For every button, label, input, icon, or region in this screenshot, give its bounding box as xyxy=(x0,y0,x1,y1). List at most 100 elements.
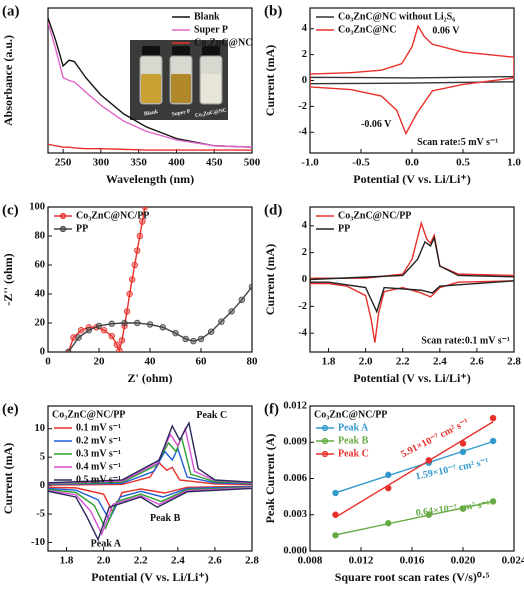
x-tick-label: 0.008 xyxy=(298,555,323,567)
x-tick-label: 0.0 xyxy=(405,157,419,169)
fit-line xyxy=(335,500,494,536)
data-point xyxy=(332,532,339,539)
x-tick-label: 2.2 xyxy=(396,356,410,368)
x-tick-label: 400 xyxy=(168,157,185,169)
x-axis-label: Potential (V vs. Li/Li⁺) xyxy=(353,371,470,385)
data-point xyxy=(100,327,108,334)
legend-label: 0.1 mV s⁻¹ xyxy=(76,422,121,433)
x-tick-label: 2.8 xyxy=(507,356,521,368)
data-point xyxy=(95,322,103,330)
series-line xyxy=(48,446,252,522)
data-point xyxy=(190,337,197,345)
x-axis-label: Z' (ohm) xyxy=(128,371,173,385)
x-tick-label: 2.8 xyxy=(245,555,259,567)
series-line xyxy=(48,461,252,514)
y-tick-label: 20 xyxy=(35,317,46,328)
x-tick-label: 1.8 xyxy=(60,555,74,567)
data-point xyxy=(238,296,245,303)
y-tick-label: 5 xyxy=(40,452,45,463)
y-axis-label: Current (mA) xyxy=(263,45,277,116)
data-point xyxy=(182,335,189,343)
series-line xyxy=(67,286,252,352)
y-tick-label: 0 xyxy=(302,75,307,86)
x-tick-label: 1.8 xyxy=(322,356,336,368)
series-line xyxy=(48,22,252,148)
x-tick-label: 2.6 xyxy=(470,356,484,368)
x-tick-label: -0.5 xyxy=(352,157,370,169)
series-line xyxy=(310,24,514,136)
vial-liquid xyxy=(171,74,191,103)
annotation: 5.91×10⁻⁷ cm² s⁻¹ xyxy=(399,417,470,461)
legend-label: Co₃ZnC@NC/PP xyxy=(338,210,411,221)
x-tick-label: 0 xyxy=(45,356,51,368)
data-point xyxy=(197,335,205,343)
data-point xyxy=(489,498,497,505)
legend-label: Blank xyxy=(194,11,220,22)
data-point xyxy=(139,218,146,225)
data-point xyxy=(108,320,115,327)
y-axis-label: Current (mA) xyxy=(1,443,15,514)
x-tick-label: 300 xyxy=(93,157,110,169)
legend-label: Co₃ZnC@NC xyxy=(338,24,396,35)
data-point xyxy=(118,337,126,344)
y-tick-label: 100 xyxy=(29,201,45,212)
y-tick-label: 0.003 xyxy=(283,509,307,520)
y-tick-label: 0.012 xyxy=(283,400,307,411)
annotation: Scan rate:0.1 mV s⁻¹ xyxy=(421,336,510,347)
data-point xyxy=(425,457,433,464)
y-tick-label: 4 xyxy=(302,220,308,231)
data-point xyxy=(385,520,392,527)
legend-label: PP xyxy=(338,223,350,234)
y-tick-label: -10 xyxy=(31,537,45,548)
inset-label: Co₃ZnC@NC xyxy=(195,108,228,119)
y-tick-label: -2 xyxy=(298,101,307,112)
data-point xyxy=(385,484,392,492)
legend-marker xyxy=(59,212,67,220)
x-tick-label: 250 xyxy=(55,157,72,169)
panel-label: (b) xyxy=(264,3,282,19)
legend-title: Co₃ZnC@NC/PP xyxy=(52,409,125,420)
y-tick-label: 2 xyxy=(302,49,307,60)
series-line xyxy=(310,220,514,343)
y-axis-label: -Z'' (ohm) xyxy=(1,253,15,305)
y-axis-label: Peak Current (A) xyxy=(263,434,277,524)
x-axis-label: Wavelength (nm) xyxy=(106,172,194,186)
y-tick-label: -5 xyxy=(36,508,45,519)
series-line xyxy=(48,17,252,148)
y-tick-label: -2 xyxy=(298,301,307,312)
vial-cap xyxy=(172,46,190,56)
data-point xyxy=(113,341,121,348)
x-tick-label: 0.024 xyxy=(502,555,524,567)
annotation: -0.06 V xyxy=(361,119,392,130)
y-tick-label: 0.000 xyxy=(283,545,307,556)
annotation: Scan rate:5 mV s⁻¹ xyxy=(417,137,498,148)
data-point xyxy=(134,247,141,254)
data-point xyxy=(228,308,235,315)
data-point xyxy=(134,319,141,327)
data-point xyxy=(489,437,497,445)
y-tick-label: 40 xyxy=(35,288,46,299)
panel-label: (f) xyxy=(264,401,279,417)
x-axis-label: Potential (V vs. Li/Li⁺) xyxy=(91,570,208,584)
series-line xyxy=(48,426,252,536)
data-point xyxy=(108,332,115,340)
legend-label: Peak C xyxy=(338,448,369,459)
fit-line xyxy=(335,421,494,518)
panel-label: (d) xyxy=(264,202,282,218)
x-tick-label: 450 xyxy=(206,157,223,169)
legend-marker xyxy=(321,424,329,432)
legend-title: Co₃ZnC@NC/PP xyxy=(314,409,387,420)
x-tick-label: 40 xyxy=(145,356,157,368)
legend-label: Co₃ZnC@NC without Li₂S₆ xyxy=(338,11,455,22)
inset-label: Blank xyxy=(144,109,160,118)
legend-label: Super P xyxy=(194,24,228,35)
legend-marker xyxy=(321,437,329,445)
legend-label: 0.4 mV s⁻¹ xyxy=(76,461,121,472)
data-point xyxy=(136,232,143,240)
vial-liquid xyxy=(201,74,221,103)
legend-label: 0.2 mV s⁻¹ xyxy=(76,435,121,446)
data-point xyxy=(332,489,339,497)
legend-label: Peak A xyxy=(338,422,369,433)
y-tick-label: 0 xyxy=(40,346,45,357)
